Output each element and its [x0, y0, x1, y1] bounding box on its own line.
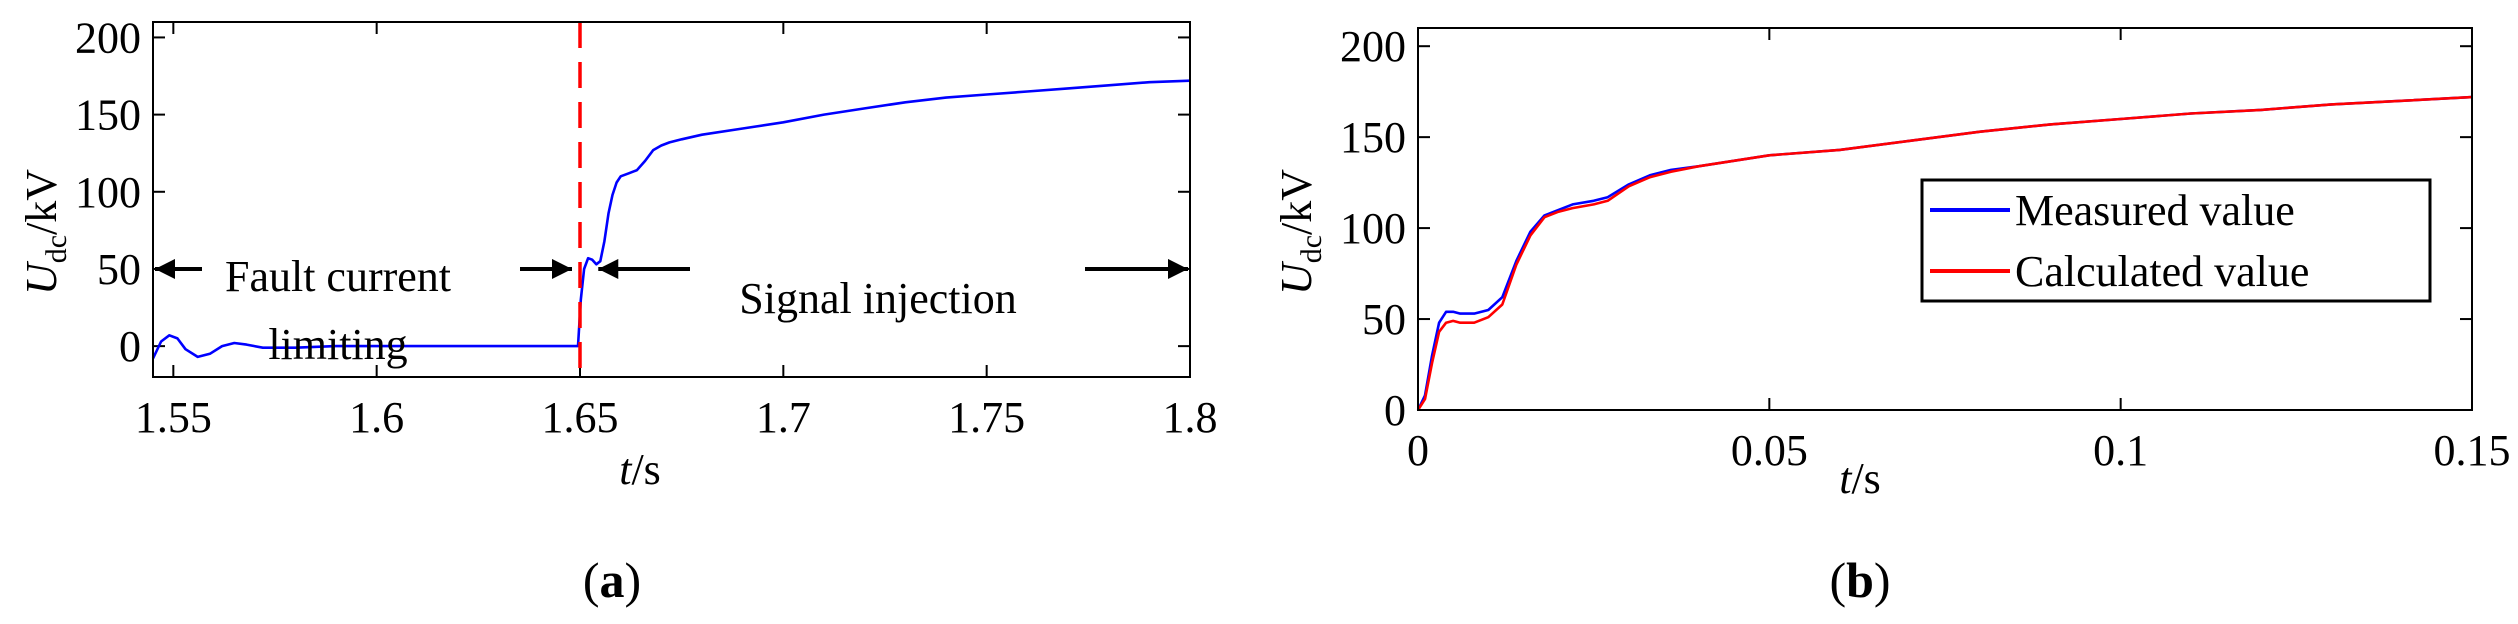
panel-a-x-axis-label: t/s	[619, 445, 661, 494]
panel-a-y-axis-label: Udc/kV	[17, 169, 73, 295]
x-tick-label: 1.7	[756, 393, 811, 442]
x-tick-label: 0.15	[2434, 426, 2511, 475]
legend: Measured value Calculated value	[1920, 178, 2432, 303]
panel-b-x-axis-label: t/s	[1839, 454, 1881, 503]
panel-b-ticks: 0 0.05 0.1 0.15 0 50 100 150 200	[1340, 22, 2511, 475]
y-tick-label: 0	[119, 322, 141, 371]
panel-a-axes-frame	[152, 21, 1191, 378]
legend-label-calculated: Calculated value	[2015, 247, 2309, 296]
y-tick-label: 100	[75, 168, 141, 217]
series-line-calculated	[1416, 95, 2473, 411]
y-tick-label: 100	[1340, 204, 1406, 253]
panel-a-plot-area	[151, 79, 1191, 360]
chart-panel-b: 0 0.05 0.1 0.15 0 50 100 150 200 Measured value …	[1272, 22, 2511, 608]
y-tick-label: 50	[97, 245, 141, 294]
x-tick-label: 0.05	[1731, 426, 1808, 475]
annotation-fault-current: Fault current	[225, 252, 451, 301]
legend-label-measured: Measured value	[2015, 186, 2295, 235]
y-tick-label: 200	[75, 13, 141, 62]
y-tick-label: 200	[1340, 22, 1406, 71]
panel-b-label: (b)	[1829, 552, 1890, 608]
y-tick-label: 0	[1384, 386, 1406, 435]
y-tick-label: 150	[1340, 113, 1406, 162]
panel-b-y-axis-label: Udc/kV	[1272, 169, 1328, 295]
x-tick-label: 1.55	[135, 393, 212, 442]
annotation-signal-injection: Signal injection	[739, 274, 1016, 323]
x-tick-label: 1.8	[1163, 393, 1218, 442]
x-tick-label: 1.65	[542, 393, 619, 442]
panel-a-ticks: 1.55 1.6 1.65 1.7 1.75 1.8 0 50 100 150 200	[75, 13, 1218, 442]
chart-panel-a: 1.55 1.6 1.65 1.7 1.75 1.8 0 50 100 150 200 Fault …	[17, 13, 1218, 608]
x-tick-label: 1.6	[349, 393, 404, 442]
panel-b-plot-area	[1416, 95, 2473, 411]
panel-b-axes-frame	[1417, 27, 2473, 411]
x-tick-label: 0.1	[2093, 426, 2148, 475]
series-line-measured	[151, 79, 1191, 360]
y-tick-label: 50	[1362, 295, 1406, 344]
x-tick-label: 0	[1407, 426, 1429, 475]
panel-a-label: (a)	[583, 552, 641, 608]
annotation-limiting: limiting	[268, 320, 407, 369]
x-tick-label: 1.75	[948, 393, 1025, 442]
legend-box	[1920, 178, 2432, 303]
y-tick-label: 150	[75, 91, 141, 140]
